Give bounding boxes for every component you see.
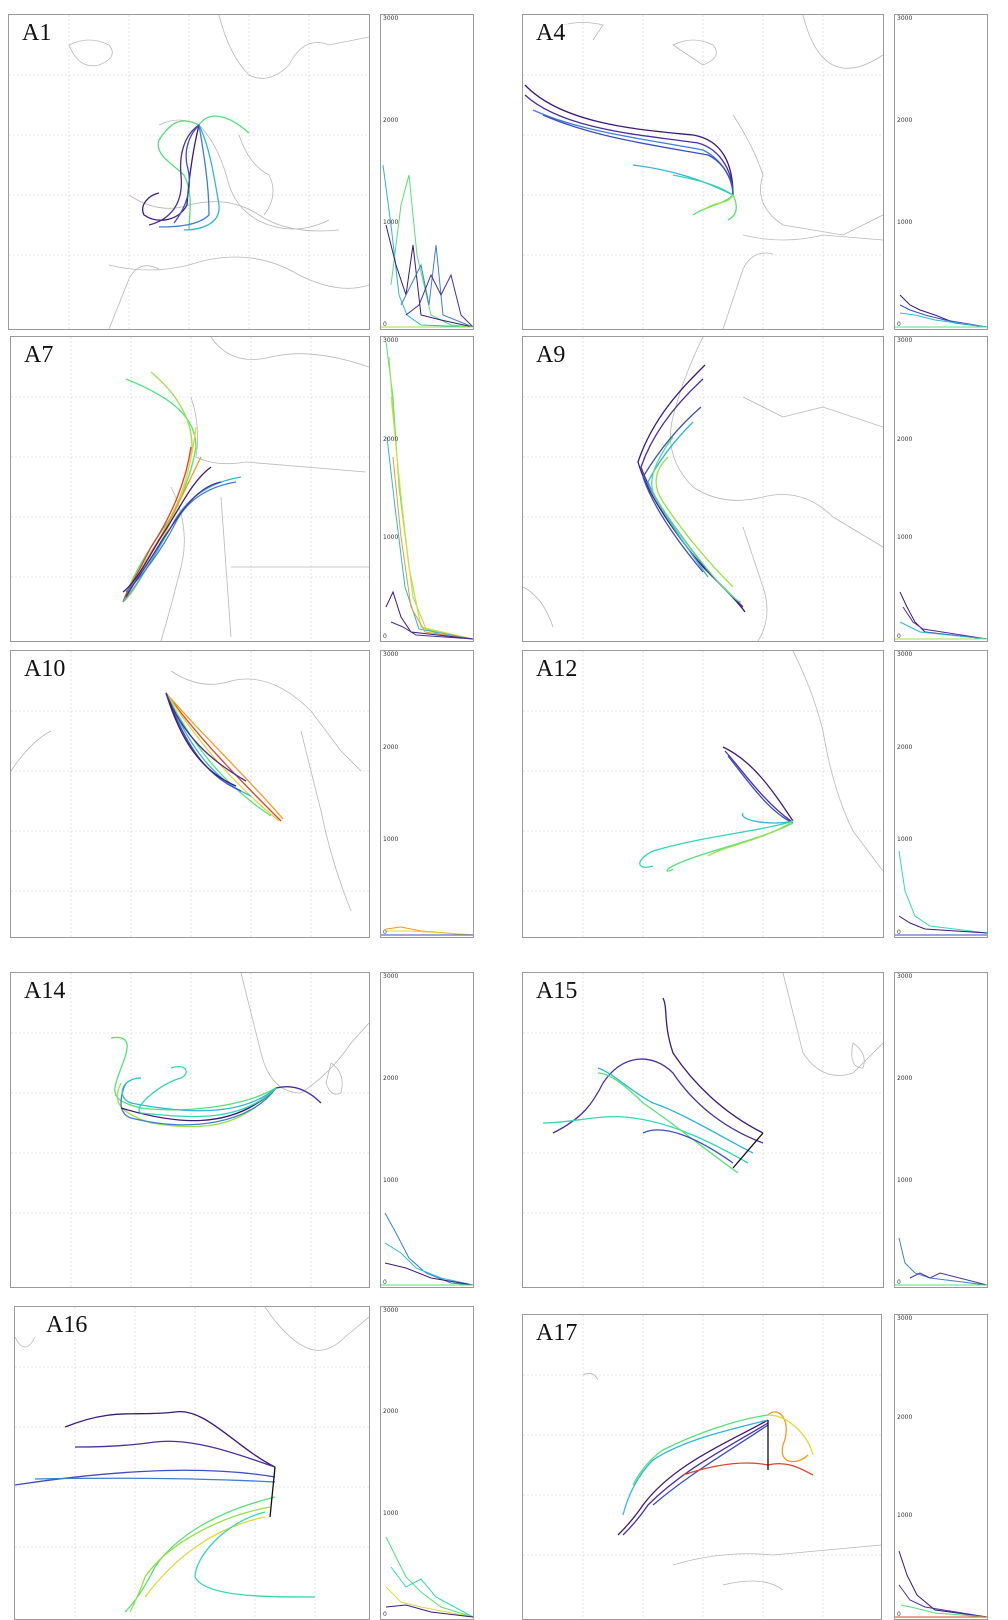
profile-tick-label: 1000 <box>897 1177 913 1184</box>
panel-label-a14: A14 <box>21 977 69 1005</box>
profile-svg-a16 <box>385 1536 473 1618</box>
profile-tick-label: 2000 <box>383 744 399 751</box>
profile-tick-label: 0 <box>897 1611 901 1618</box>
profile-svg-a15 <box>895 1237 987 1286</box>
profile-tick-label: 0 <box>383 1611 387 1618</box>
profile-tick-label: 0 <box>383 1279 387 1286</box>
profile-svg-a17 <box>895 1550 987 1618</box>
trajectory-map-a4: A4 <box>522 14 884 330</box>
profile-tick-label: 2000 <box>897 1075 913 1082</box>
panel-label-a1: A1 <box>19 19 55 47</box>
profile-tick-label: 2000 <box>897 1414 913 1421</box>
panel-label-a17: A17 <box>533 1319 581 1347</box>
map-svg-a9 <box>523 337 883 641</box>
profile-tick-label: 0 <box>383 633 387 640</box>
panel-label-a9: A9 <box>533 341 569 369</box>
profile-tick-label: 2000 <box>383 117 399 124</box>
map-svg-a7 <box>11 337 369 641</box>
altitude-profile-a7: 3000 2000 1000 0 <box>380 336 474 642</box>
profile-tick-label: 1000 <box>897 1512 913 1519</box>
panel-label-a15: A15 <box>533 977 581 1005</box>
profile-tick-label: 1000 <box>897 836 913 843</box>
profile-tick-label: 1000 <box>383 219 399 226</box>
trajectory-map-a7: A7 <box>10 336 370 642</box>
map-svg-a4 <box>523 15 883 329</box>
profile-tick-label: 1000 <box>383 1510 399 1517</box>
profile-svg-a14 <box>381 1212 473 1286</box>
profile-tick-label: 3000 <box>383 337 399 344</box>
profile-svg-a9 <box>895 591 987 640</box>
profile-tick-label: 1000 <box>383 836 399 843</box>
altitude-profile-a12: 3000 2000 1000 0 <box>894 650 988 938</box>
panel-label-a7: A7 <box>21 341 57 369</box>
profile-tick-label: 1000 <box>383 1177 399 1184</box>
panel-label-a10: A10 <box>21 655 69 683</box>
profile-tick-label: 3000 <box>897 337 913 344</box>
trajectory-map-a1: A1 <box>8 14 370 330</box>
altitude-profile-a1: 3000 2000 1000 0 <box>380 14 474 330</box>
map-svg-a16 <box>15 1307 369 1619</box>
altitude-profile-a17: 3000 2000 1000 0 <box>894 1314 988 1620</box>
trajectory-map-a15: A15 <box>522 972 884 1288</box>
map-svg-a10 <box>11 651 369 937</box>
panel-label-a16: A16 <box>43 1311 91 1339</box>
profile-tick-label: 0 <box>897 1279 901 1286</box>
map-svg-a1 <box>9 15 369 329</box>
profile-tick-label: 3000 <box>383 1307 399 1314</box>
altitude-profile-a15: 3000 2000 1000 0 <box>894 972 988 1288</box>
profile-tick-label: 3000 <box>897 973 913 980</box>
trajectory-map-a16: A16 <box>14 1306 370 1620</box>
trajectory-map-a14: A14 <box>10 972 370 1288</box>
profile-svg-a4 <box>895 294 987 328</box>
map-svg-a15 <box>523 973 883 1287</box>
altitude-profile-a14: 3000 2000 1000 0 <box>380 972 474 1288</box>
profile-tick-label: 2000 <box>897 744 913 751</box>
profile-svg-a7 <box>385 341 473 640</box>
profile-tick-label: 1000 <box>897 219 913 226</box>
map-svg-a14 <box>11 973 369 1287</box>
profile-tick-label: 2000 <box>383 1408 399 1415</box>
profile-svg-a10 <box>381 926 473 936</box>
altitude-profile-a4: 3000 2000 1000 0 <box>894 14 988 330</box>
profile-tick-label: 1000 <box>383 534 399 541</box>
profile-tick-label: 2000 <box>383 1075 399 1082</box>
trajectory-map-a17: A17 <box>522 1314 882 1620</box>
altitude-profile-a10: 3000 2000 1000 0 <box>380 650 474 938</box>
profile-tick-label: 0 <box>897 929 901 936</box>
trajectory-map-a12: A12 <box>522 650 884 938</box>
profile-tick-label: 0 <box>897 633 901 640</box>
panel-label-a12: A12 <box>533 655 581 683</box>
profile-tick-label: 0 <box>383 929 387 936</box>
profile-svg-a12 <box>895 850 987 936</box>
profile-tick-label: 0 <box>897 321 901 328</box>
map-svg-a12 <box>523 651 883 937</box>
profile-tick-label: 3000 <box>897 651 913 658</box>
trajectory-map-a9: A9 <box>522 336 884 642</box>
map-svg-a17 <box>523 1315 881 1619</box>
profile-tick-label: 3000 <box>897 1315 913 1322</box>
profile-tick-label: 3000 <box>383 651 399 658</box>
panel-label-a4: A4 <box>533 19 569 47</box>
profile-tick-label: 2000 <box>897 117 913 124</box>
profile-tick-label: 2000 <box>383 436 399 443</box>
profile-svg-a1 <box>381 164 473 328</box>
altitude-profile-a16: 3000 2000 1000 0 <box>380 1306 474 1620</box>
profile-tick-label: 3000 <box>383 973 399 980</box>
profile-tick-label: 2000 <box>897 436 913 443</box>
profile-tick-label: 1000 <box>897 534 913 541</box>
profile-tick-label: 3000 <box>897 15 913 22</box>
altitude-profile-a9: 3000 2000 1000 0 <box>894 336 988 642</box>
profile-tick-label: 0 <box>383 321 387 328</box>
profile-tick-label: 3000 <box>383 15 399 22</box>
trajectory-map-a10: A10 <box>10 650 370 938</box>
